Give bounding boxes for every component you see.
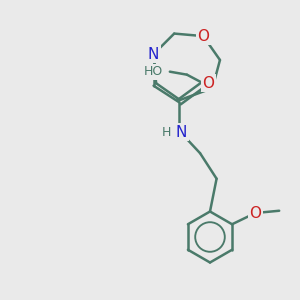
Text: O: O (197, 28, 209, 44)
Text: HO: HO (144, 65, 163, 78)
Text: N: N (148, 47, 159, 62)
Text: O: O (250, 206, 262, 221)
Text: O: O (202, 76, 214, 91)
Text: N: N (176, 125, 187, 140)
Text: H: H (162, 126, 171, 139)
